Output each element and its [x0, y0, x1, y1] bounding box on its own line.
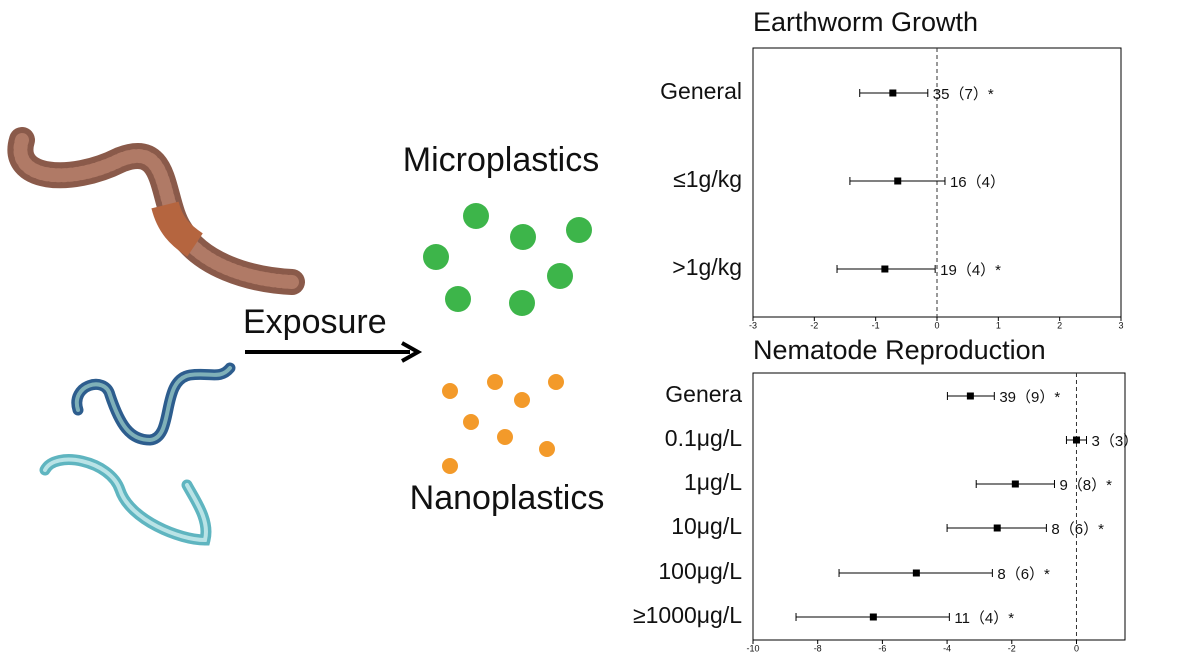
x-tick-label: 0 — [934, 320, 939, 330]
arrow-head — [401, 341, 423, 363]
nematode-illustration — [39, 362, 236, 546]
x-tick-label: 1 — [996, 320, 1001, 330]
study-count: 39（9）* — [999, 389, 1060, 406]
point-estimate — [993, 524, 1001, 532]
earthworm-illustration — [7, 127, 305, 295]
category-label: Genera — [665, 381, 742, 407]
x-tick-label: 2 — [1057, 320, 1062, 330]
point-estimate — [889, 89, 897, 97]
x-tick-label: -10 — [746, 643, 759, 653]
point-estimate — [1011, 480, 1019, 488]
x-tick-label: -1 — [872, 320, 880, 330]
nanoplastics-label: Nanoplastics — [410, 479, 605, 517]
x-tick-label: 0 — [1074, 643, 1079, 653]
point-estimate — [894, 177, 902, 185]
category-label: >1g/kg — [672, 254, 742, 280]
plot-frame — [752, 372, 1126, 641]
study-count: 9（8）* — [1059, 477, 1112, 494]
exposure-label: Exposure — [243, 303, 387, 341]
category-label: General — [660, 78, 742, 104]
x-tick-label: -3 — [749, 320, 757, 330]
point-estimate — [1072, 436, 1080, 444]
x-tick-label: -8 — [814, 643, 822, 653]
x-tick-label: -6 — [878, 643, 886, 653]
category-label: 100μg/L — [658, 558, 742, 584]
study-count: 3（3） — [1092, 433, 1139, 450]
study-count: 19（4）* — [940, 262, 1001, 279]
study-count: 11（4）* — [954, 610, 1014, 627]
point-estimate — [912, 569, 920, 577]
category-label: 1μg/L — [684, 469, 742, 495]
x-tick-label: -2 — [810, 320, 818, 330]
x-tick-label: -4 — [943, 643, 951, 653]
point-estimate — [881, 265, 889, 273]
study-count: 8（6）* — [1051, 521, 1104, 538]
x-tick-label: 3 — [1118, 320, 1123, 330]
study-count: 35（7）* — [933, 86, 994, 103]
point-estimate — [869, 613, 877, 621]
chart-title: Nematode Reproduction — [753, 335, 1046, 365]
category-label: ≤1g/kg — [673, 166, 742, 192]
category-label: ≥1000μg/L — [633, 602, 742, 628]
study-count: 16（4） — [950, 174, 1005, 191]
category-label: 0.1μg/L — [665, 425, 742, 451]
x-tick-label: -2 — [1008, 643, 1016, 653]
microplastics-label: Microplastics — [403, 141, 599, 179]
microplastic-particles — [423, 203, 592, 316]
study-count: 8（6）* — [997, 566, 1050, 583]
point-estimate — [966, 392, 974, 400]
chart-title: Earthworm Growth — [753, 7, 978, 37]
category-label: 10μg/L — [671, 513, 742, 539]
nanoplastic-particles — [442, 374, 564, 474]
